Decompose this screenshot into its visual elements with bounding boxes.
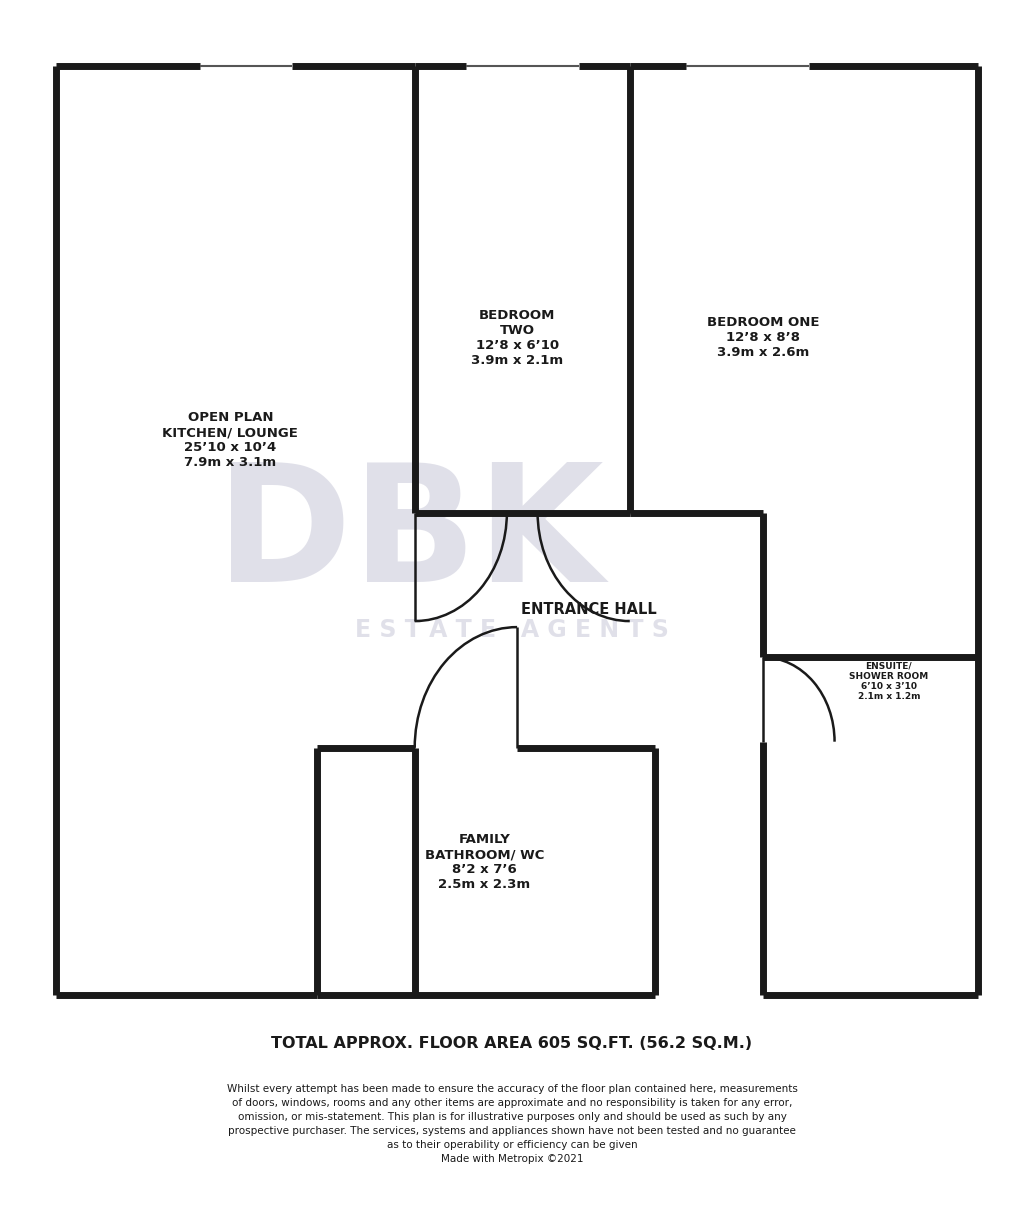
Text: OPEN PLAN
KITCHEN/ LOUNGE
25’10 x 10’4
7.9m x 3.1m: OPEN PLAN KITCHEN/ LOUNGE 25’10 x 10’4 7… (163, 411, 298, 469)
Text: BEDROOM ONE
12’8 x 8’8
3.9m x 2.6m: BEDROOM ONE 12’8 x 8’8 3.9m x 2.6m (707, 316, 819, 359)
Text: E S T A T E   A G E N T S: E S T A T E A G E N T S (355, 617, 669, 642)
Text: FAMILY
BATHROOM/ WC
8’2 x 7’6
2.5m x 2.3m: FAMILY BATHROOM/ WC 8’2 x 7’6 2.5m x 2.3… (425, 833, 544, 891)
Text: TOTAL APPROX. FLOOR AREA 605 SQ.FT. (56.2 SQ.M.): TOTAL APPROX. FLOOR AREA 605 SQ.FT. (56.… (271, 1036, 753, 1050)
Text: ENTRANCE HALL: ENTRANCE HALL (521, 602, 656, 616)
Text: ENSUITE/
SHOWER ROOM
6’10 x 3’10
2.1m x 1.2m: ENSUITE/ SHOWER ROOM 6’10 x 3’10 2.1m x … (849, 661, 929, 702)
Text: Whilst every attempt has been made to ensure the accuracy of the floor plan cont: Whilst every attempt has been made to en… (226, 1084, 798, 1164)
Text: BEDROOM
TWO
12’8 x 6’10
3.9m x 2.1m: BEDROOM TWO 12’8 x 6’10 3.9m x 2.1m (471, 309, 563, 367)
Text: DBK: DBK (216, 457, 603, 616)
